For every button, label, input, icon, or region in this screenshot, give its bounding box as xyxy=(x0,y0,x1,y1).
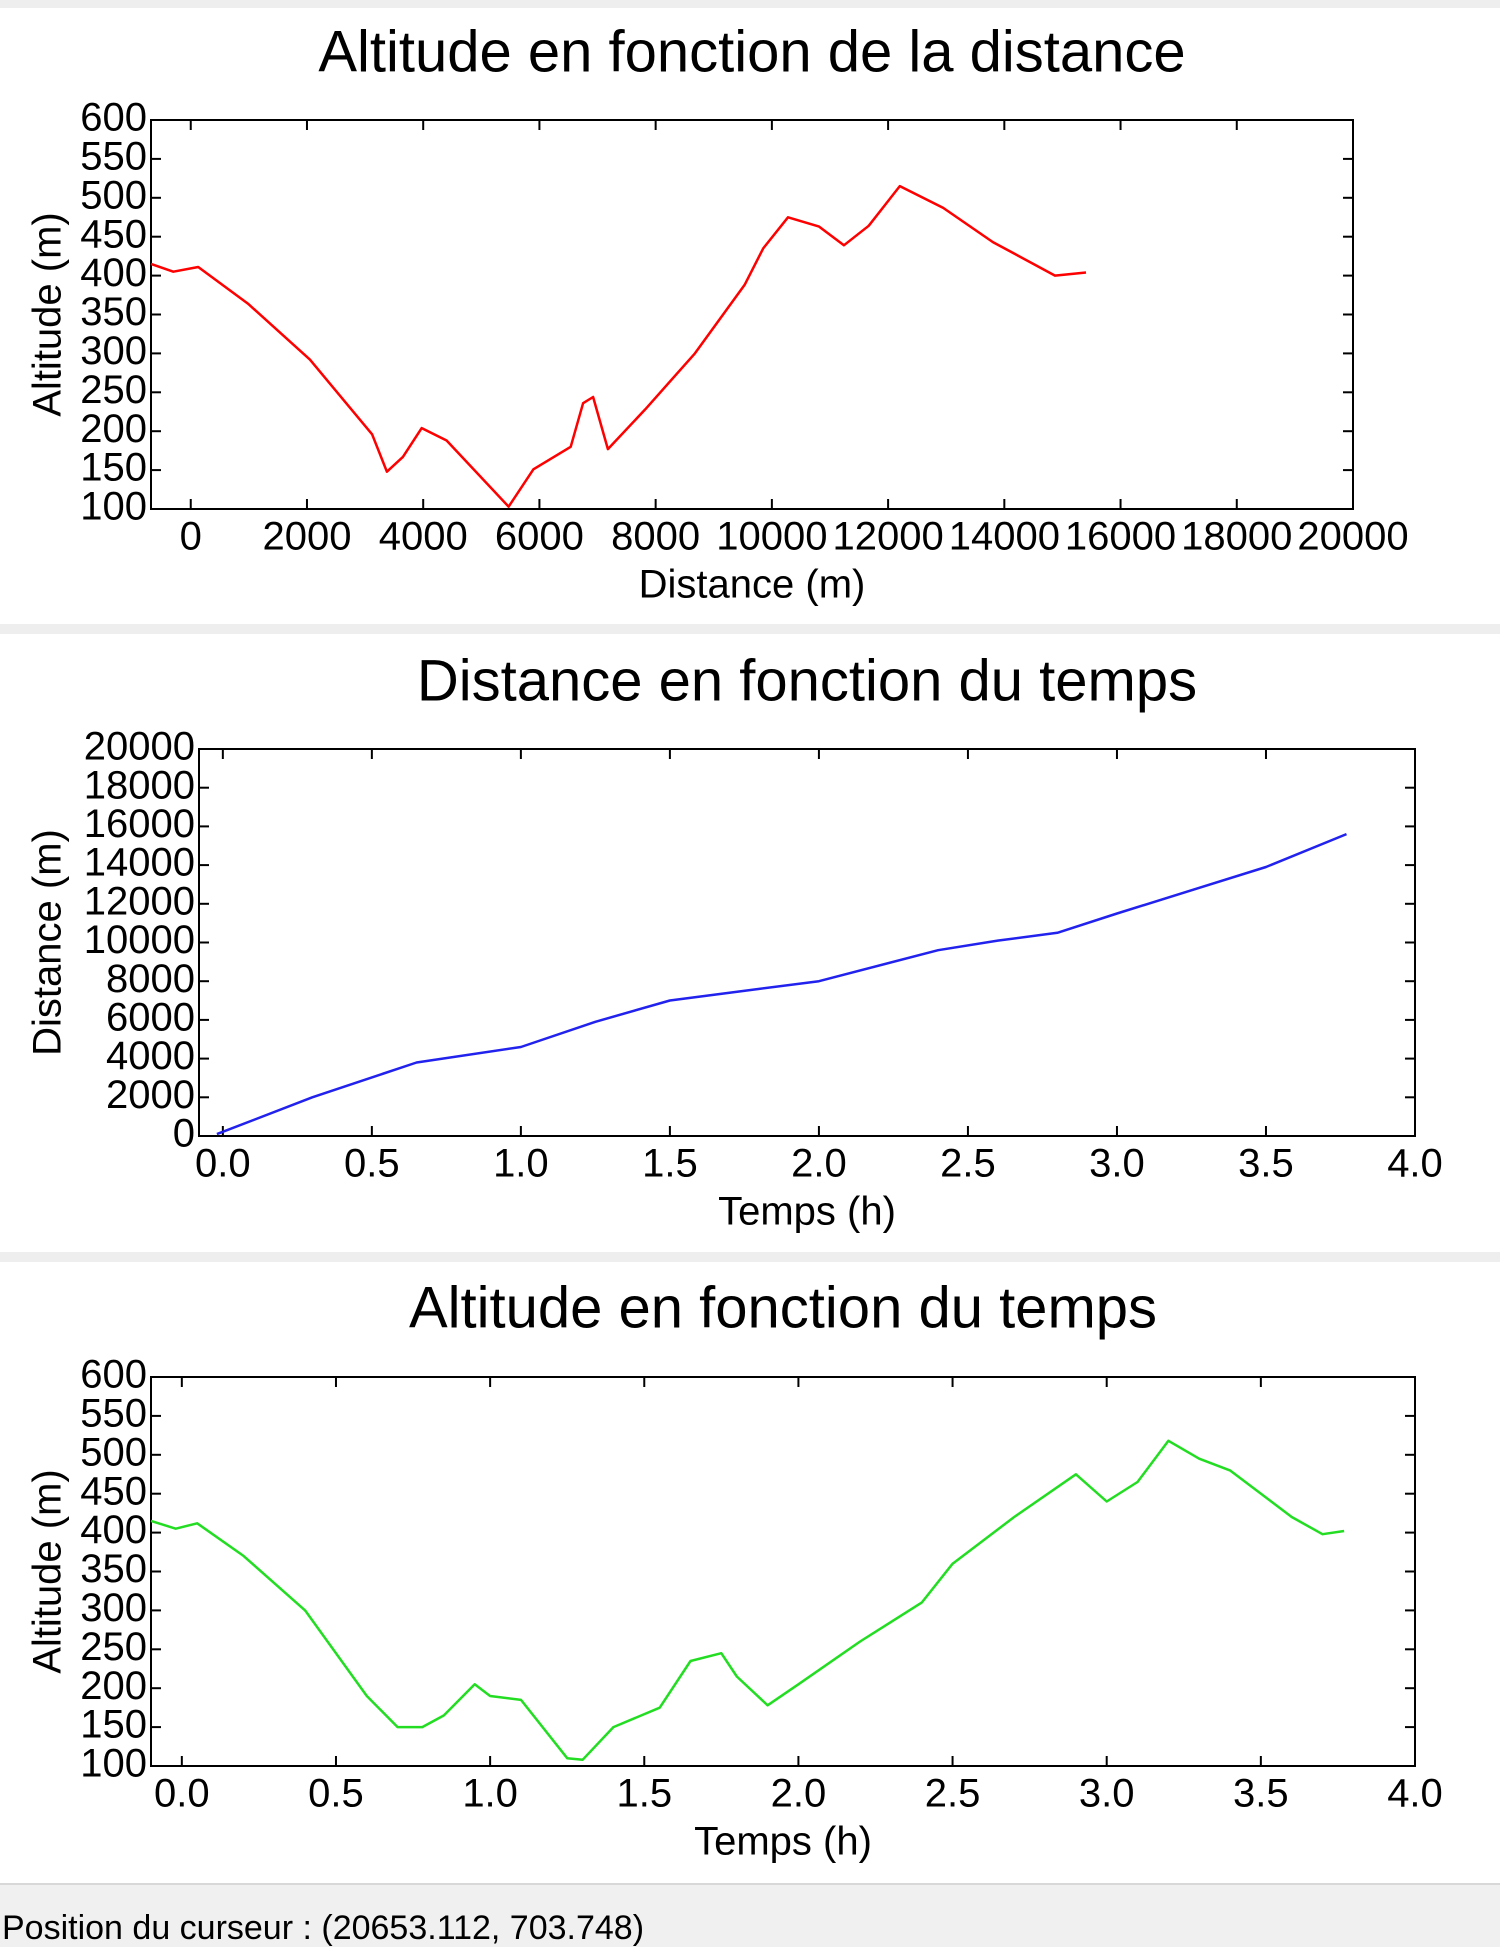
x-tick-label: 1.0 xyxy=(493,1142,549,1186)
x-tick-label: 14000 xyxy=(949,515,1060,559)
y-tick-label: 6000 xyxy=(106,995,195,1039)
y-tick-label: 100 xyxy=(80,1742,147,1786)
x-tick-label: 2.5 xyxy=(925,1772,981,1816)
x-tick-label: 0.0 xyxy=(154,1772,210,1816)
x-tick-label: 0.5 xyxy=(308,1772,364,1816)
data-line xyxy=(150,184,1087,508)
y-tick-label: 0 xyxy=(173,1112,195,1156)
x-tick-label: 20000 xyxy=(1297,515,1408,559)
x-tick-label: 12000 xyxy=(832,515,943,559)
x-tick-label: 1.0 xyxy=(462,1772,518,1816)
y-tick-label: 550 xyxy=(80,1391,147,1435)
y-tick-label: 450 xyxy=(80,1469,147,1513)
y-tick-label: 100 xyxy=(80,485,147,529)
separator xyxy=(0,1252,1500,1262)
y-tick-label: 4000 xyxy=(106,1034,195,1078)
y-tick-label: 10000 xyxy=(84,918,195,962)
data-line xyxy=(150,1439,1345,1762)
y-axis-title: Altitude (m) xyxy=(26,1469,70,1674)
x-tick-label: 6000 xyxy=(495,515,584,559)
y-tick-label: 250 xyxy=(80,1625,147,1669)
y-tick-label: 350 xyxy=(80,290,147,334)
y-tick-label: 250 xyxy=(80,368,147,412)
x-axis-title: Temps (h) xyxy=(718,1190,896,1234)
y-tick-label: 300 xyxy=(80,1586,147,1630)
y-tick-label: 18000 xyxy=(84,763,195,807)
x-tick-label: 8000 xyxy=(611,515,700,559)
x-axis-title: Distance (m) xyxy=(639,563,866,607)
y-tick-label: 8000 xyxy=(106,957,195,1001)
y-tick-label: 300 xyxy=(80,329,147,373)
plot-frame xyxy=(150,119,1354,510)
x-axis-title: Temps (h) xyxy=(694,1820,872,1864)
y-tick-label: 550 xyxy=(80,134,147,178)
x-tick-label: 10000 xyxy=(716,515,827,559)
y-axis-title: Distance (m) xyxy=(26,829,70,1056)
y-tick-label: 12000 xyxy=(84,879,195,923)
x-tick-label: 4.0 xyxy=(1387,1772,1443,1816)
x-tick-label: 2.0 xyxy=(791,1142,847,1186)
x-tick-label: 1.5 xyxy=(642,1142,698,1186)
y-tick-label: 150 xyxy=(80,1703,147,1747)
y-tick-label: 500 xyxy=(80,173,147,217)
x-tick-label: 3.0 xyxy=(1079,1772,1135,1816)
y-tick-label: 400 xyxy=(80,1508,147,1552)
plot-frame xyxy=(150,1376,1416,1767)
x-tick-label: 2000 xyxy=(262,515,351,559)
x-tick-label: 4000 xyxy=(379,515,468,559)
y-tick-label: 150 xyxy=(80,446,147,490)
y-tick-label: 200 xyxy=(80,407,147,451)
x-tick-label: 0.0 xyxy=(195,1142,251,1186)
x-tick-label: 3.5 xyxy=(1233,1772,1289,1816)
separator xyxy=(0,0,1500,8)
y-tick-label: 450 xyxy=(80,212,147,256)
x-tick-label: 2.5 xyxy=(940,1142,996,1186)
separator xyxy=(0,624,1500,634)
y-tick-label: 600 xyxy=(80,96,147,140)
y-tick-label: 350 xyxy=(80,1547,147,1591)
x-tick-label: 18000 xyxy=(1181,515,1292,559)
x-tick-label: 0.5 xyxy=(344,1142,400,1186)
y-axis-title: Altitude (m) xyxy=(26,212,70,417)
y-tick-label: 16000 xyxy=(84,802,195,846)
y-tick-label: 200 xyxy=(80,1664,147,1708)
y-tick-label: 400 xyxy=(80,251,147,295)
data-line xyxy=(216,832,1347,1136)
y-tick-label: 2000 xyxy=(106,1073,195,1117)
x-tick-label: 1.5 xyxy=(616,1772,672,1816)
x-tick-label: 2.0 xyxy=(771,1772,827,1816)
x-tick-label: 0 xyxy=(180,515,202,559)
y-tick-label: 14000 xyxy=(84,841,195,885)
y-tick-label: 600 xyxy=(80,1353,147,1397)
chart-title: Distance en fonction du temps xyxy=(417,648,1197,713)
x-tick-label: 3.5 xyxy=(1238,1142,1294,1186)
status-bar xyxy=(0,1884,1500,1947)
x-tick-label: 4.0 xyxy=(1387,1142,1443,1186)
plot-frame xyxy=(198,748,1416,1137)
chart-title: Altitude en fonction de la distance xyxy=(318,19,1185,84)
y-tick-label: 20000 xyxy=(84,725,195,769)
status-text: Position du curseur : (20653.112, 703.74… xyxy=(2,1909,644,1947)
y-tick-label: 500 xyxy=(80,1430,147,1474)
x-tick-label: 3.0 xyxy=(1089,1142,1145,1186)
chart-title: Altitude en fonction du temps xyxy=(409,1275,1157,1340)
x-tick-label: 16000 xyxy=(1065,515,1176,559)
